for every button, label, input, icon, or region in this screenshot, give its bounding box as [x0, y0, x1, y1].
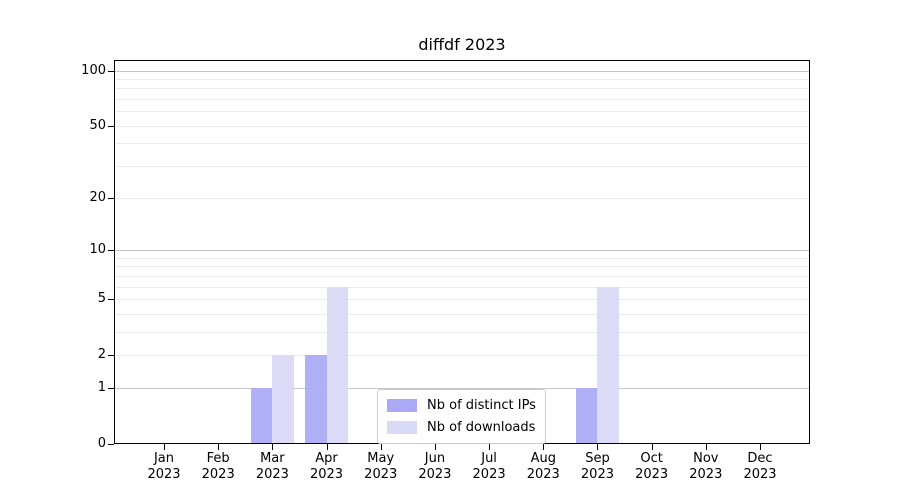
y-axis-tick: [108, 298, 114, 300]
x-axis-tick-label: Oct 2023: [635, 451, 669, 482]
y-axis-tick: [108, 444, 114, 445]
y-axis-tick: [108, 70, 114, 72]
x-axis-tick: [543, 444, 545, 450]
bar-downloads-mar: [272, 355, 295, 444]
x-axis-tick: [272, 444, 274, 450]
x-axis-tick-label: Jul 2023: [472, 451, 506, 482]
x-axis-tick: [164, 444, 165, 450]
x-axis-tick-label: Jun 2023: [418, 451, 452, 482]
bar-downloads-apr: [326, 286, 349, 444]
top-spine: [114, 60, 810, 61]
x-axis-tick: [326, 444, 328, 450]
minor-gridline: [114, 78, 810, 80]
x-axis-tick: [705, 444, 707, 450]
x-axis-tick-label: Dec 2023: [743, 451, 777, 482]
x-axis-tick: [380, 444, 382, 450]
minor-gridline: [114, 111, 810, 113]
x-axis-tick-label: Sep 2023: [580, 451, 614, 482]
chart-title: diffdf 2023: [418, 35, 506, 54]
minor-gridline: [114, 257, 810, 259]
x-axis-tick-label: Nov 2023: [689, 451, 723, 482]
bar-distinct-ips-apr: [304, 355, 327, 444]
x-axis-tick-label: Aug 2023: [526, 451, 560, 482]
minor-gridline: [114, 331, 810, 333]
y-axis-tick: [108, 249, 114, 251]
x-axis-tick: [597, 444, 599, 450]
y-axis-tick-label: 1: [97, 379, 106, 395]
x-axis-tick: [760, 444, 761, 450]
minor-gridline: [114, 275, 810, 277]
left-spine: [114, 60, 115, 444]
bar-downloads-sep: [597, 286, 620, 444]
y-axis-tick-label: 0: [97, 436, 106, 451]
minor-gridline: [114, 266, 810, 268]
x-axis-tick: [434, 444, 436, 450]
minor-gridline: [114, 355, 810, 357]
right-spine: [809, 60, 810, 444]
plot-area: 0 1 2 5 10 20 50 100 Jan 2023 Feb 2023 Mar 2023 Apr 202…: [81, 60, 810, 482]
minor-gridline: [114, 125, 810, 127]
x-axis-tick: [218, 444, 220, 450]
major-gridline: [114, 387, 810, 389]
y-axis-tick-label: 5: [97, 290, 106, 306]
x-axis-tick-label: Apr 2023: [309, 451, 344, 482]
legend-item-downloads: Nb of downloads: [387, 418, 536, 437]
y-axis-tick: [108, 355, 114, 357]
legend-swatch-downloads-icon: [387, 421, 417, 434]
minor-gridline: [114, 143, 810, 145]
y-axis-tick-label: 2: [97, 347, 106, 363]
major-gridline: [114, 70, 810, 72]
y-axis-tick: [108, 125, 114, 127]
bar-distinct-ips-mar: [250, 387, 273, 444]
minor-gridline: [114, 99, 810, 101]
y-axis-tick-label: 20: [89, 189, 106, 205]
major-gridline: [114, 249, 810, 251]
minor-gridline: [114, 286, 810, 288]
y-axis-tick-label: 100: [81, 62, 106, 78]
y-axis-tick-label: 50: [89, 117, 106, 133]
y-axis-tick-label: 10: [89, 241, 106, 257]
y-axis-tick: [108, 197, 114, 199]
minor-gridline: [114, 298, 810, 300]
minor-gridline: [114, 197, 810, 199]
minor-gridline: [114, 88, 810, 90]
bar-distinct-ips-sep: [575, 387, 598, 444]
minor-gridline: [114, 313, 810, 315]
legend-item-distinct-ips: Nb of distinct IPs: [387, 396, 536, 415]
x-axis-tick-label: Feb 2023: [201, 451, 235, 482]
legend-swatch-distinct-ips-icon: [387, 399, 417, 412]
legend-label-distinct-ips: Nb of distinct IPs: [427, 398, 536, 413]
x-axis-tick-label: Jan 2023: [147, 451, 181, 482]
legend: Nb of distinct IPs Nb of downloads: [377, 389, 546, 444]
x-axis-tick-label: Mar 2023: [255, 451, 289, 482]
legend-label-downloads: Nb of downloads: [427, 420, 536, 435]
x-axis-tick: [651, 444, 653, 450]
minor-gridline: [114, 166, 810, 168]
x-axis-tick-label: May 2023: [364, 451, 398, 482]
x-axis-tick: [489, 444, 491, 450]
y-axis-tick: [108, 387, 114, 389]
